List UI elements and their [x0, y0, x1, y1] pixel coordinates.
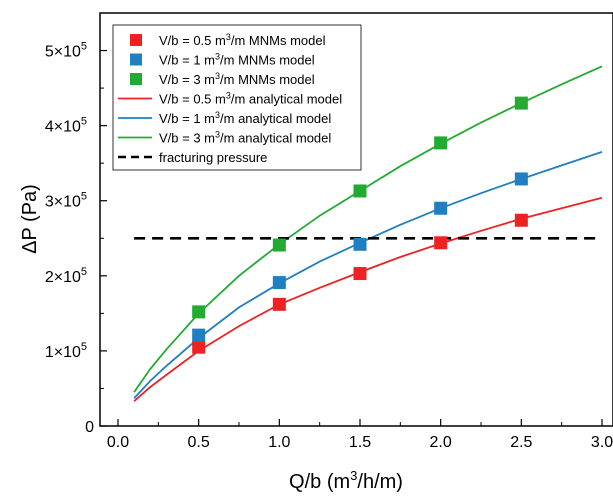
x-tick-label: 1.5 — [349, 434, 371, 451]
mnm-model-point — [192, 328, 206, 342]
x-tick-label: 1.0 — [268, 434, 290, 451]
analytical-model-line — [133, 65, 603, 393]
mnm-model-point — [353, 267, 367, 281]
series-lines — [133, 65, 603, 402]
mnm-model-point — [192, 305, 206, 319]
legend-label: V/b = 1 m3/m analytical model — [159, 110, 331, 126]
x-tick-label: 2.5 — [510, 434, 532, 451]
y-tick-label: 0 — [85, 419, 94, 436]
legend-box — [112, 24, 362, 171]
y-axis: 0 1×105 2×105 3×105 4×105 5×105 — [45, 41, 107, 436]
mnm-model-point — [434, 236, 448, 250]
legend-label: V/b = 0.5 m3/m MNMs model — [159, 32, 326, 48]
x-axis: 0.0 0.5 1.0 1.5 2.0 2.5 3.0 — [107, 419, 613, 451]
legend-label: V/b = 0.5 m3/m analytical model — [159, 91, 342, 107]
y-tick-label: 2×105 — [45, 266, 87, 286]
mnm-model-point — [514, 172, 528, 186]
y-tick-label: 3×105 — [45, 191, 87, 211]
x-axis-title: Q/b (m3/h/m) — [289, 468, 403, 493]
mnm-model-point — [434, 201, 448, 215]
legend-label: V/b = 1 m3/m MNMs model — [159, 52, 315, 68]
x-tick-label: 0.5 — [188, 434, 210, 451]
mnm-model-point — [353, 237, 367, 251]
x-tick-label: 0.0 — [107, 434, 129, 451]
mnm-model-point — [192, 340, 206, 354]
mnm-model-point — [514, 213, 528, 227]
y-tick-label: 5×105 — [45, 41, 87, 61]
y-axis-title: ΔP (Pa) — [19, 184, 41, 254]
legend-label: fracturing pressure — [159, 150, 267, 165]
series-points — [192, 96, 528, 354]
y-tick-label: 1×105 — [45, 341, 87, 361]
legend-label: V/b = 3 m3/m MNMs model — [159, 71, 315, 87]
legend-marker — [130, 34, 142, 46]
legend-marker — [130, 73, 142, 85]
x-tick-label: 2.0 — [430, 434, 452, 451]
mnm-model-point — [272, 238, 286, 252]
mnm-model-point — [353, 184, 367, 198]
plot-frame — [99, 12, 613, 427]
legend: V/b = 0.5 m3/m MNMs model V/b = 1 m3/m MN… — [112, 24, 362, 171]
mnm-model-point — [272, 276, 286, 290]
legend-label: V/b = 3 m3/m analytical model — [159, 130, 331, 146]
y-tick-label: 4×105 — [45, 116, 87, 136]
x-tick-label: 3.0 — [591, 434, 613, 451]
analytical-model-line — [133, 151, 603, 399]
legend-marker — [130, 53, 142, 66]
analytical-model-line — [133, 196, 603, 402]
mnm-model-point — [272, 297, 286, 311]
mnm-model-point — [434, 136, 448, 150]
mnm-model-point — [514, 96, 528, 110]
